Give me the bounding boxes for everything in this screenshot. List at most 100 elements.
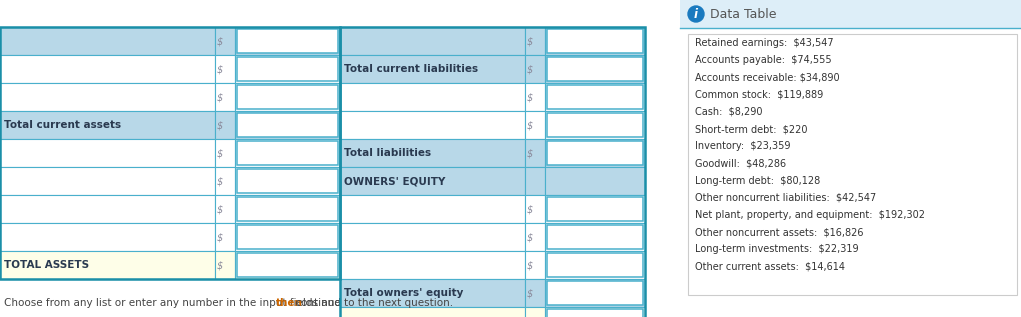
Bar [235,223,340,251]
Text: $: $ [217,148,224,158]
Bar [215,139,235,167]
Text: Net plant, property, and equipment:  $192,302: Net plant, property, and equipment: $192… [695,210,925,220]
Text: Common stock:  $119,889: Common stock: $119,889 [695,90,823,100]
Bar [525,139,545,167]
Bar [0,223,215,251]
Text: i: i [694,8,698,21]
Bar [0,27,340,279]
Bar [237,253,338,277]
Bar [525,279,545,307]
Text: OWNERS' EQUITY: OWNERS' EQUITY [344,176,445,186]
Text: $: $ [527,204,533,214]
Bar [235,167,340,195]
Text: Total liabilities: Total liabilities [344,148,431,158]
Text: $: $ [527,36,533,46]
Bar [680,0,1021,28]
Bar [547,141,643,165]
Bar [215,167,235,195]
Text: Accounts receivable: $34,890: Accounts receivable: $34,890 [695,72,839,82]
Bar [0,139,215,167]
Text: $: $ [527,92,533,102]
Bar [215,251,235,279]
Bar [525,195,545,223]
Bar [215,83,235,111]
Bar [215,223,235,251]
Bar [0,195,215,223]
Bar [545,167,645,195]
Text: Choose from any list or enter any number in the input fields and: Choose from any list or enter any number… [4,298,344,308]
Text: $: $ [217,92,224,102]
Bar [237,141,338,165]
Text: Other noncurrent liabilities:  $42,547: Other noncurrent liabilities: $42,547 [695,193,876,203]
Bar [237,197,338,221]
Text: $: $ [527,148,533,158]
Bar [545,83,645,111]
Text: Short-term debt:  $220: Short-term debt: $220 [695,124,808,134]
Text: Other noncurrent assets:  $16,826: Other noncurrent assets: $16,826 [695,227,864,237]
Bar [340,279,525,307]
Text: Retained earnings:  $43,547: Retained earnings: $43,547 [695,38,833,48]
Bar [340,167,525,195]
Bar [545,223,645,251]
Bar [235,251,340,279]
Text: Total owners' equity: Total owners' equity [344,288,464,298]
Bar [237,225,338,249]
Bar [0,167,215,195]
Bar [235,111,340,139]
Bar [525,251,545,279]
Bar [340,223,525,251]
Bar [235,83,340,111]
Bar [545,27,645,55]
Bar [547,253,643,277]
Text: then: then [276,298,302,308]
Bar [545,111,645,139]
Bar [547,57,643,81]
Bar [545,139,645,167]
Bar [545,55,645,83]
Text: $: $ [217,64,224,74]
Bar [340,55,525,83]
Text: $: $ [217,120,224,130]
Bar [545,195,645,223]
Bar [547,309,643,317]
Bar [235,195,340,223]
Text: Other current assets:  $14,614: Other current assets: $14,614 [695,262,845,272]
Bar [547,281,643,305]
Text: Total current assets: Total current assets [4,120,121,130]
Text: Long-term investments:  $22,319: Long-term investments: $22,319 [695,244,859,255]
Bar [215,27,235,55]
Bar [215,111,235,139]
Text: TOTAL ASSETS: TOTAL ASSETS [4,260,89,270]
Text: Inventory:  $23,359: Inventory: $23,359 [695,141,790,151]
Bar [0,83,215,111]
Text: $: $ [527,120,533,130]
Bar [547,225,643,249]
Text: $: $ [527,288,533,298]
Bar [545,279,645,307]
Bar [525,83,545,111]
Text: $: $ [527,232,533,242]
Bar [340,251,525,279]
Text: $: $ [217,232,224,242]
Text: $: $ [527,260,533,270]
Bar [215,55,235,83]
Bar [340,139,525,167]
Bar [525,111,545,139]
Text: Data Table: Data Table [710,8,777,21]
Bar [525,167,545,195]
Bar [688,34,1017,295]
Bar [547,197,643,221]
Bar [525,55,545,83]
Bar [237,169,338,193]
Text: $: $ [217,260,224,270]
Bar [525,307,545,317]
Bar [545,307,645,317]
Text: $: $ [217,204,224,214]
Bar [525,27,545,55]
Bar [235,139,340,167]
Bar [0,251,215,279]
Bar [340,27,525,55]
Bar [545,251,645,279]
Bar [0,111,215,139]
Text: continue to the next question.: continue to the next question. [292,298,453,308]
